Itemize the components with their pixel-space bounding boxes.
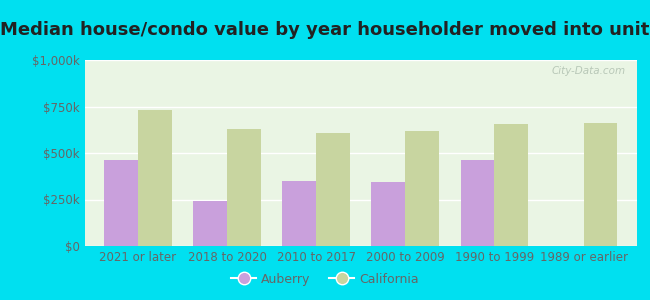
Bar xyxy=(316,133,350,246)
Bar xyxy=(227,129,261,246)
Bar xyxy=(406,131,439,246)
Text: Median house/condo value by year householder moved into unit: Median house/condo value by year househo… xyxy=(0,21,650,39)
Bar xyxy=(282,181,316,246)
Bar xyxy=(584,123,618,246)
Bar xyxy=(495,124,528,246)
Legend: Auberry, California: Auberry, California xyxy=(226,268,424,291)
Bar xyxy=(193,201,227,246)
Bar xyxy=(104,160,138,246)
Bar xyxy=(371,182,406,246)
Text: City-Data.com: City-Data.com xyxy=(552,66,626,76)
Bar xyxy=(461,160,495,246)
Bar xyxy=(138,110,172,246)
